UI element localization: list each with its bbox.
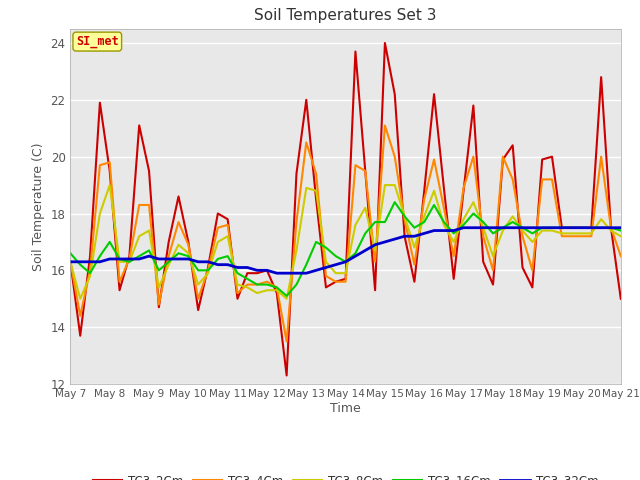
X-axis label: Time: Time: [330, 402, 361, 415]
Legend: TC3_2Cm, TC3_4Cm, TC3_8Cm, TC3_16Cm, TC3_32Cm: TC3_2Cm, TC3_4Cm, TC3_8Cm, TC3_16Cm, TC3…: [88, 469, 604, 480]
Text: SI_met: SI_met: [76, 35, 118, 48]
Title: Soil Temperatures Set 3: Soil Temperatures Set 3: [254, 9, 437, 24]
Y-axis label: Soil Temperature (C): Soil Temperature (C): [32, 142, 45, 271]
